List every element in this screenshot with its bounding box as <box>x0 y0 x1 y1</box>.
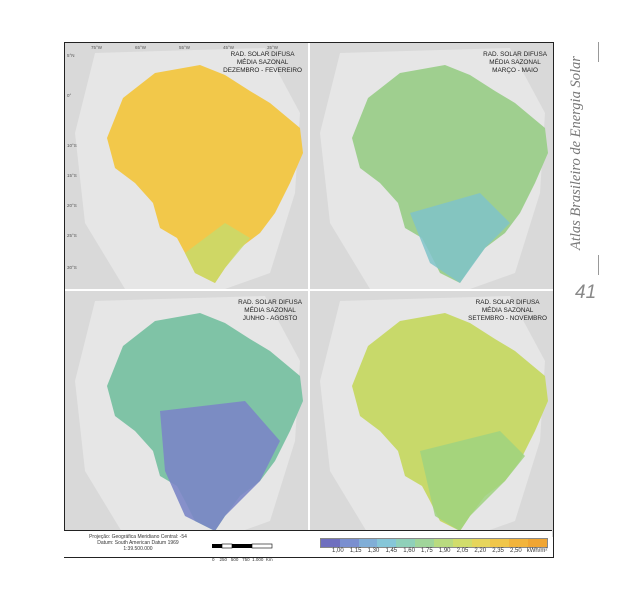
legend-color-swatch <box>471 539 491 547</box>
panel-title: RAD. SOLAR DIFUSA MÉDIA SAZONAL DEZEMBRO -… <box>223 51 302 74</box>
map-svg <box>75 48 303 289</box>
legend-color-swatch <box>490 539 510 547</box>
legend-value: 2,35 <box>492 548 504 554</box>
projection-info: Projeção: Geográfica Meridiano Central: … <box>68 534 208 552</box>
panel-title: RAD. SOLAR DIFUSA MÉDIA SAZONAL MARÇO - MA… <box>483 51 547 74</box>
legend-color-swatch <box>509 539 529 547</box>
map-panel-jun-ago: RAD. SOLAR DIFUSA MÉDIA SAZONAL JUNHO - AG… <box>65 291 308 537</box>
legend-value: 1,60 <box>403 548 415 554</box>
tick-label: 65°W <box>135 45 147 50</box>
side-rule-bottom <box>598 255 599 275</box>
tick-label: 5°N <box>67 53 75 58</box>
legend-value: 1,00 <box>332 548 344 554</box>
legend-value: 2,05 <box>456 548 469 554</box>
tick-label: 75°W <box>91 45 103 50</box>
tick-label: 35°W <box>267 45 279 50</box>
datum-text: Datum: South American Datum 1969 <box>97 540 179 546</box>
legend-value: 2,50 <box>510 548 522 554</box>
map-panel-dez-fev: RAD. SOLAR DIFUSA MÉDIA SAZONAL DEZEMBRO -… <box>65 43 308 289</box>
legend-color-bar <box>320 538 548 548</box>
brazil-south <box>410 193 510 283</box>
scale-ratio: 1:39.500.000 <box>123 546 153 552</box>
map-footer: Projeção: Geográfica Meridiano Central: … <box>64 530 552 562</box>
maps-frame: RAD. SOLAR DIFUSA MÉDIA SAZONAL DEZEMBRO -… <box>64 42 554 558</box>
tick-label: 55°W <box>179 45 191 50</box>
legend-value: 1,45 <box>385 548 398 554</box>
tick-label: 15°S <box>67 173 77 178</box>
map-svg <box>320 48 548 289</box>
tick-label: 25°S <box>67 233 77 238</box>
map-svg <box>75 296 303 537</box>
legend-value: 1,75 <box>421 548 433 554</box>
legend-color-swatch <box>415 539 434 547</box>
brazil-south <box>185 223 250 283</box>
legend-value: 2,20 <box>474 548 487 554</box>
legend-color-swatch <box>452 539 472 547</box>
side-rule-top <box>598 42 599 62</box>
tick-label: 30°S <box>67 265 77 270</box>
legend-value: 1,15 <box>349 548 362 554</box>
tick-label: 45°W <box>223 45 235 50</box>
legend-value: 1,90 <box>438 548 451 554</box>
legend-labels: 1,00 1,15 1,30 1,45 1,60 1,75 1,90 2,05 2,20 2,35… <box>329 548 547 554</box>
tick-label: 20°S <box>67 203 77 208</box>
projection-text: Projeção: Geográfica Meridiano Central: … <box>89 534 187 540</box>
map-panel-mar-mai: RAD. SOLAR DIFUSA MÉDIA SAZONAL MARÇO - MA… <box>310 43 553 289</box>
legend-color-swatch <box>528 539 547 547</box>
legend-color-swatch <box>358 539 378 547</box>
brazil-south <box>420 431 525 531</box>
legend-value: 1,30 <box>367 548 380 554</box>
scale-bar: 0 250 500 750 1.000 Km <box>212 538 302 562</box>
legend-color-swatch <box>396 539 416 547</box>
legend-color-swatch <box>339 539 359 547</box>
legend-color-swatch <box>321 539 340 547</box>
panel-title: RAD. SOLAR DIFUSA MÉDIA SAZONAL SETEMBRO -… <box>468 299 547 322</box>
panel-title: RAD. SOLAR DIFUSA MÉDIA SAZONAL JUNHO - AG… <box>238 299 302 322</box>
tick-label: 10°S <box>67 143 77 148</box>
legend-unit: kWh/m² <box>526 548 548 554</box>
scale-labels: 0 250 500 750 1.000 Km <box>212 557 273 562</box>
legend-color-swatch <box>377 539 397 547</box>
map-svg <box>320 296 548 537</box>
scale-bar-graphic <box>212 543 273 549</box>
legend-color-swatch <box>433 539 453 547</box>
brazil-shape <box>107 65 303 283</box>
page-number: 41 <box>575 282 597 303</box>
map-panel-set-nov: RAD. SOLAR DIFUSA MÉDIA SAZONAL SETEMBRO -… <box>310 291 553 537</box>
atlas-title: Atlas Brasileiro de Energia Solar <box>568 56 584 250</box>
tick-label: 0° <box>67 93 72 98</box>
brazil-south <box>160 401 280 531</box>
